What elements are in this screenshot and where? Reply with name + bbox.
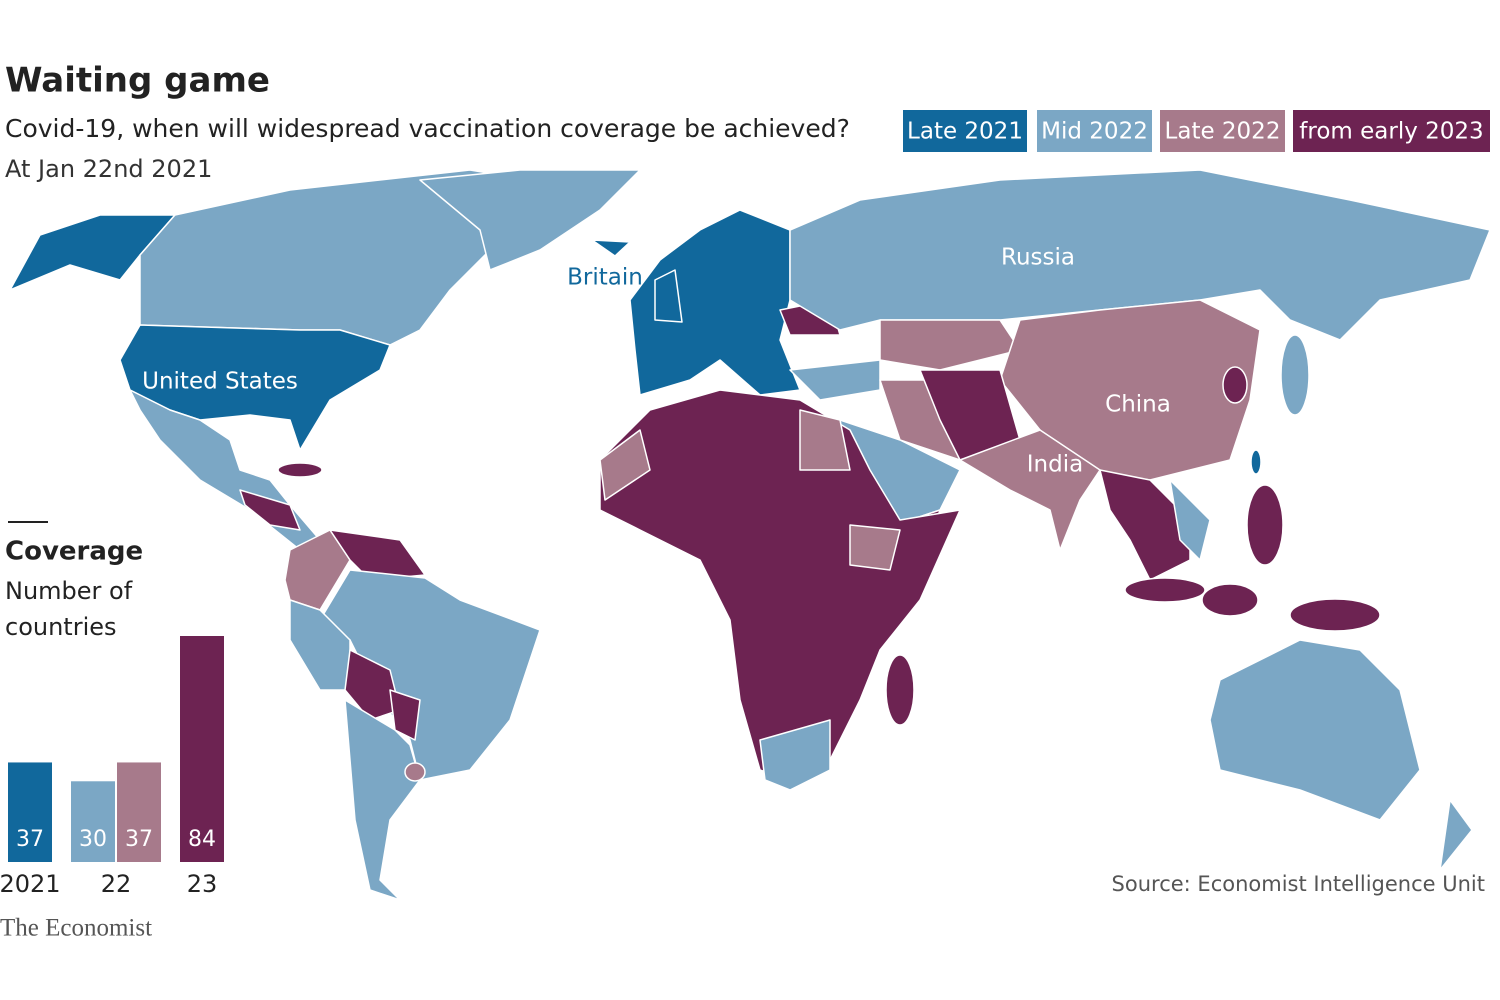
title: Waiting game [5, 61, 270, 101]
region [344, 649, 401, 721]
region [1222, 366, 1248, 404]
map-label: Britain [567, 265, 643, 291]
region [599, 429, 651, 501]
region [999, 299, 1261, 481]
legend-label: Late 2021 [907, 119, 1023, 145]
region [1209, 639, 1421, 821]
region [591, 239, 631, 257]
region [1439, 799, 1473, 871]
bar-value-label: 84 [188, 827, 216, 852]
region [1201, 583, 1259, 617]
region [1169, 479, 1211, 561]
legend-label: from early 2023 [1299, 119, 1483, 145]
map-label: China [1105, 392, 1171, 418]
legend-label: Late 2022 [1165, 119, 1281, 145]
bar [180, 636, 224, 862]
legend-swatch [1037, 110, 1152, 152]
region [389, 689, 421, 741]
region [1124, 577, 1206, 603]
legend-swatch [903, 110, 1027, 152]
region [759, 719, 831, 791]
bar [117, 762, 161, 862]
date: At Jan 22nd 2021 [5, 155, 212, 183]
map-label: India [1027, 452, 1083, 478]
region [849, 524, 901, 571]
x-tick-label: 23 [187, 870, 218, 898]
legend-swatch [1160, 110, 1285, 152]
source: Source: Economist Intelligence Unit [1112, 872, 1485, 896]
region [277, 462, 323, 478]
legend-swatch [1293, 110, 1490, 152]
bar-value-label: 37 [125, 827, 153, 852]
bar [8, 762, 52, 862]
bar [71, 781, 115, 862]
legend-label: Mid 2022 [1041, 119, 1148, 145]
region [789, 359, 881, 401]
region [1099, 469, 1191, 581]
region [1250, 449, 1262, 475]
bar-value-label: 37 [16, 827, 44, 852]
map-label: United States [142, 369, 298, 395]
region [239, 489, 301, 531]
region [404, 762, 426, 782]
subtitle: Covid-19, when will widespread vaccinati… [5, 114, 850, 143]
world-map [9, 169, 1491, 901]
bar-chart: 37 30 37 84 2021 22 23 [0, 636, 224, 898]
legend: Late 2021 Mid 2022 Late 2022 from early 202… [903, 110, 1490, 152]
brand: The Economist [0, 915, 152, 942]
region [654, 269, 683, 323]
region [959, 429, 1101, 551]
bar-value-label: 30 [79, 827, 107, 852]
region [599, 389, 961, 781]
region [879, 319, 1021, 371]
region [629, 209, 801, 396]
chart-subtitle: Number of countries [5, 577, 133, 641]
region [799, 409, 851, 471]
region [789, 169, 1491, 341]
region [1280, 334, 1310, 416]
x-tick-label: 22 [101, 870, 132, 898]
x-tick-label: 2021 [0, 870, 61, 898]
region [419, 169, 641, 271]
map-label: Russia [1001, 245, 1075, 271]
chart-title: Coverage [5, 537, 143, 567]
region [1246, 484, 1284, 566]
region [885, 654, 915, 726]
region [1289, 598, 1381, 632]
region [344, 699, 421, 901]
